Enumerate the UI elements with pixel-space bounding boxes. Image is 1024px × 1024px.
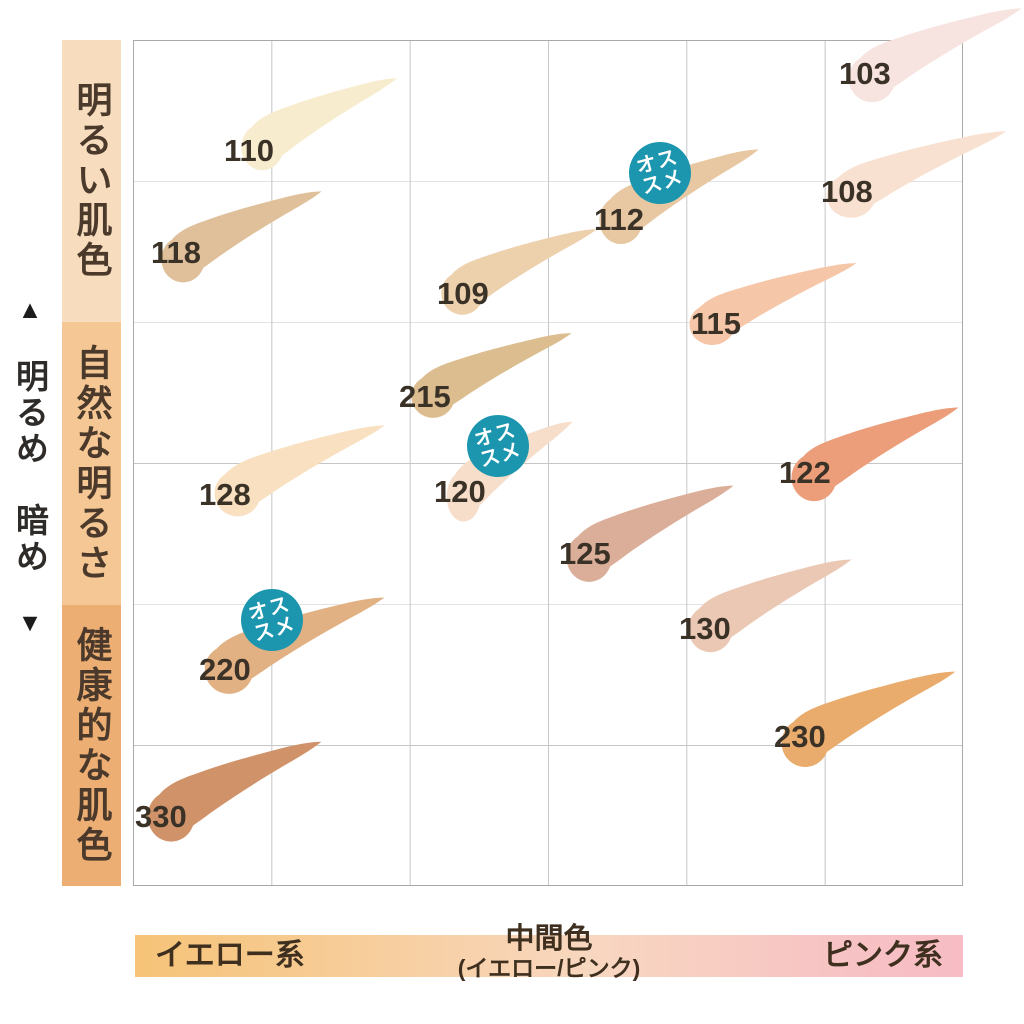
arrow-down-icon: ▼ <box>17 609 43 637</box>
tone-axis-label-neutral-line1: 中間色 <box>505 923 593 955</box>
shade-label-230: 230 <box>774 719 826 754</box>
shade-label-110: 110 <box>224 133 275 168</box>
tone-axis-label-neutral: 中間色 (イエロー/ピンク) <box>409 924 689 982</box>
shade-label-109: 109 <box>437 276 489 311</box>
tone-axis-label-neutral-line2: (イエロー/ピンク) <box>457 955 641 981</box>
band-healthy-skin-label: 健康的な肌色 <box>71 625 113 866</box>
band-bright-skin-label: 明るい肌色 <box>71 81 113 281</box>
shade-label-220: 220 <box>199 652 251 687</box>
brightness-axis-label-dark: 暗め <box>11 503 49 575</box>
tone-axis-label-pink: ピンク系 <box>823 939 943 972</box>
shade-label-108: 108 <box>821 174 873 209</box>
band-bright-skin: 明るい肌色 <box>62 40 121 322</box>
arrow-up-icon: ▲ <box>17 296 43 324</box>
shade-label-120: 120 <box>434 474 486 509</box>
tone-axis-label-yellow: イエロー系 <box>155 939 305 972</box>
shade-label-125: 125 <box>559 536 611 571</box>
band-natural-brightness-label: 自然な明るさ <box>71 343 113 584</box>
shade-label-215: 215 <box>399 379 451 414</box>
shade-label-103: 103 <box>839 56 891 91</box>
shade-label-118: 118 <box>151 235 202 270</box>
band-natural-brightness: 自然な明るさ <box>62 322 121 605</box>
band-healthy-skin: 健康的な肌色 <box>62 605 121 886</box>
shade-label-112: 112 <box>594 202 645 237</box>
tone-axis-bar: イエロー系 ピンク系 <box>135 935 963 977</box>
shade-label-122: 122 <box>779 455 831 490</box>
shade-label-128: 128 <box>199 477 251 512</box>
brightness-axis-label-bright: 明るめ <box>11 359 49 467</box>
shade-label-130: 130 <box>679 611 731 646</box>
shade-label-330: 330 <box>135 799 187 834</box>
brightness-axis: ▲ 明るめ 暗め ▼ <box>4 298 56 636</box>
shade-label-115: 115 <box>691 306 742 341</box>
